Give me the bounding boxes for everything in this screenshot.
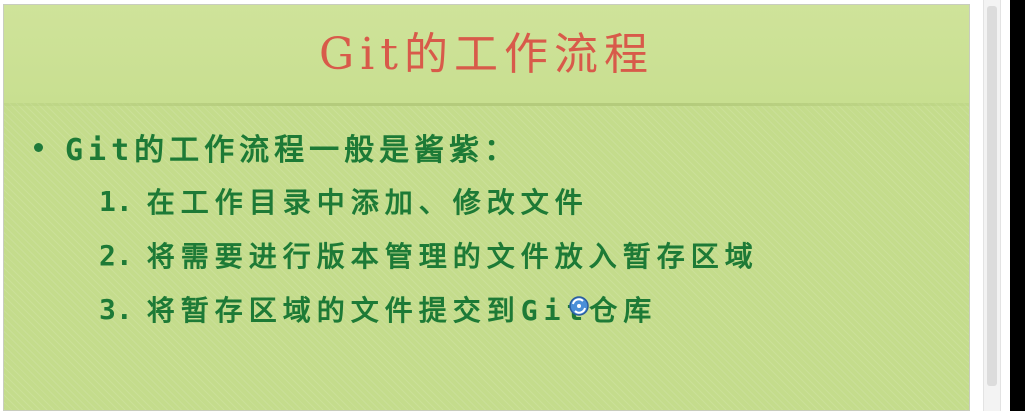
step-number: 1.: [99, 184, 133, 218]
title-band: [4, 5, 969, 103]
bullet-dot-icon: [34, 142, 43, 152]
step-number: 2.: [99, 238, 133, 272]
scrollbar-thumb[interactable]: [987, 6, 997, 386]
title-divider: [4, 103, 969, 106]
busy-cursor-icon: [569, 296, 589, 316]
step-text: 将暂存区域的文件提交到Git仓库: [146, 294, 658, 327]
step-number: 3.: [99, 292, 133, 326]
step-item-1: 1. 在工作目录中添加、修改文件: [99, 179, 589, 223]
step-text: 将需要进行版本管理的文件放入暂存区域: [146, 240, 759, 273]
step-text: 在工作目录中添加、修改文件: [146, 186, 589, 219]
bullet-item: Git的工作流程一般是酱紫：: [34, 127, 520, 168]
step-item-3: 3. 将暂存区域的文件提交到Git仓库: [99, 287, 657, 331]
bullet-text: Git的工作流程一般是酱紫：: [65, 133, 520, 168]
vertical-scrollbar[interactable]: [983, 0, 1001, 411]
step-item-2: 2. 将需要进行版本管理的文件放入暂存区域: [99, 233, 759, 277]
window-edge: [1010, 0, 1025, 411]
slide: Git的工作流程 Git的工作流程一般是酱紫： 1. 在工作目录中添加、修改文件…: [3, 4, 970, 411]
slide-title: Git的工作流程: [319, 29, 654, 80]
